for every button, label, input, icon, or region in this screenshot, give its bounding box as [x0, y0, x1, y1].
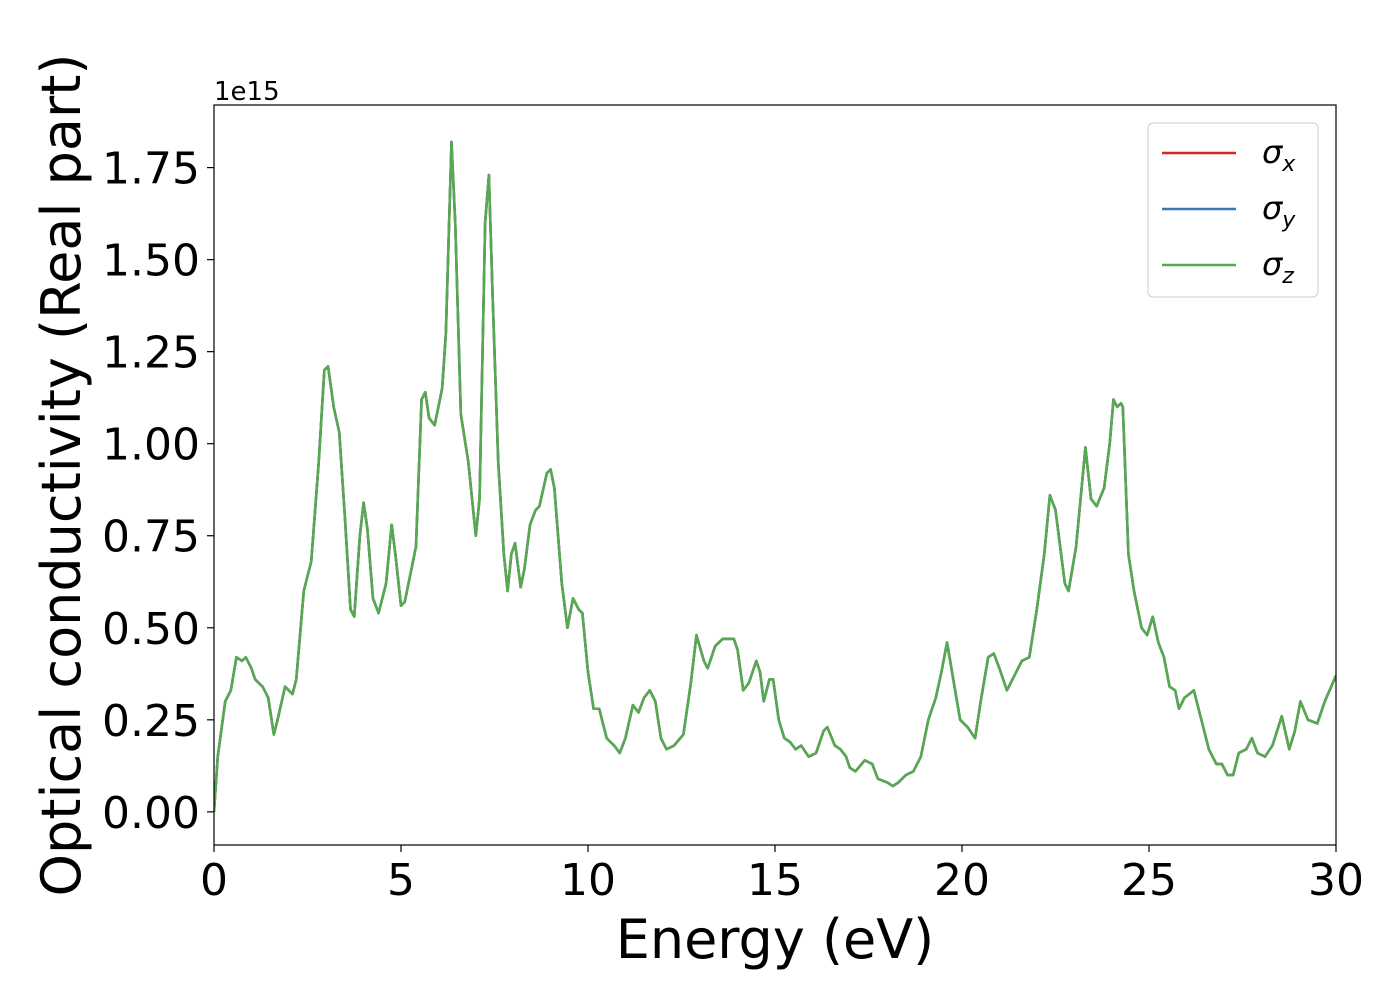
- x-tick-label: 20: [934, 855, 990, 906]
- offset-text: 1e15: [214, 77, 280, 107]
- x-tick-label: 5: [387, 855, 415, 906]
- x-tick-label: 10: [560, 855, 616, 906]
- legend-label: σx: [1262, 133, 1296, 177]
- x-axis-label: Energy (eV): [616, 908, 935, 971]
- legend-label: σz: [1262, 245, 1294, 289]
- plot-lines: [214, 140, 1336, 812]
- x-tick-label: 25: [1121, 855, 1177, 906]
- y-tick-label: 0.75: [102, 512, 200, 563]
- legend-label: σy: [1262, 189, 1296, 233]
- x-tick-label: 15: [747, 855, 803, 906]
- y-tick-label: 1.00: [102, 420, 200, 471]
- x-tick-label: 30: [1308, 855, 1364, 906]
- y-tick-label: 1.75: [102, 144, 200, 195]
- y-tick-label: 0.25: [102, 696, 200, 747]
- plot-frame: [213, 104, 1337, 846]
- x-tick-label: 0: [200, 855, 228, 906]
- y-axis-label: Optical conductivity (Real part): [30, 54, 93, 897]
- y-tick-label: 0.50: [102, 604, 200, 655]
- data-line: [214, 140, 1336, 812]
- y-tick-label: 1.25: [102, 328, 200, 379]
- y-tick-label: 0.00: [102, 788, 200, 839]
- y-tick-label: 1.50: [102, 236, 200, 287]
